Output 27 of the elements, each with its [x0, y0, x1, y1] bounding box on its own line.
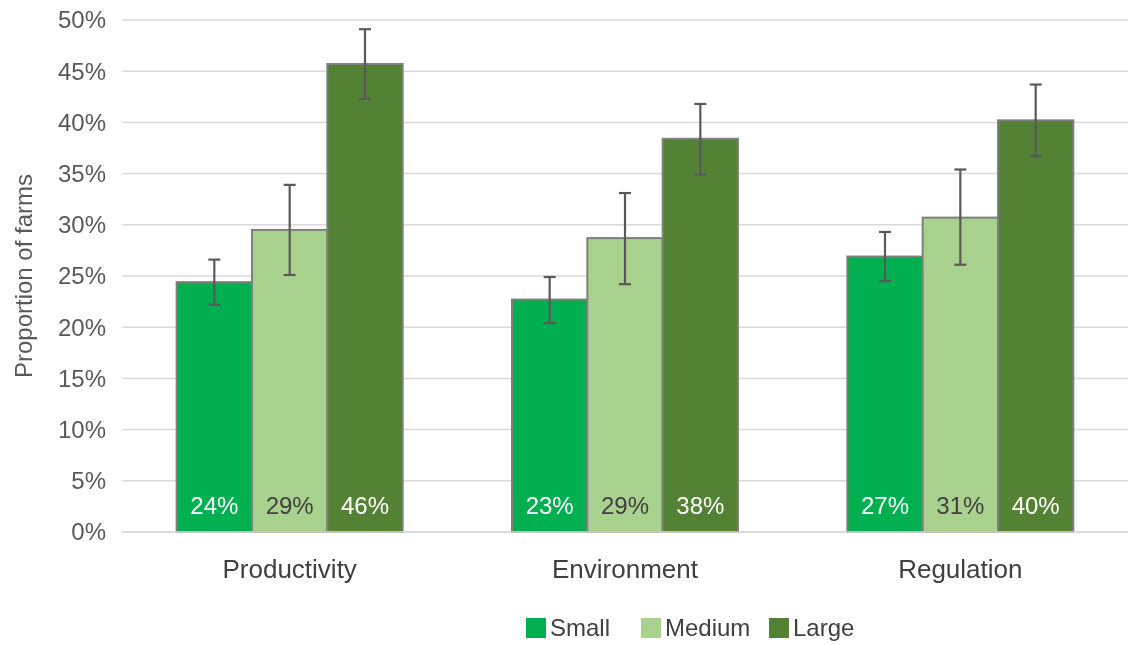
y-tick-label: 35%	[57, 160, 106, 187]
y-tick-label: 0%	[71, 518, 106, 546]
y-tick-label: 45%	[57, 57, 106, 85]
y-tick-label: 40%	[57, 108, 106, 136]
legend-label: Medium	[665, 614, 751, 642]
data-label: 31%	[936, 492, 985, 519]
data-label: 38%	[676, 492, 725, 519]
y-tick-label: 20%	[57, 313, 106, 341]
data-label: 27%	[860, 492, 910, 519]
data-label: 23%	[525, 492, 574, 519]
data-label: 24%	[190, 492, 239, 519]
x-tick-label: Regulation	[898, 554, 1023, 584]
y-tick-label: 15%	[57, 364, 106, 392]
data-label: 46%	[340, 492, 390, 519]
x-tick-label: Productivity	[222, 554, 357, 584]
y-tick-label: 5%	[71, 467, 106, 495]
y-axis-title: Proportion of farms	[10, 173, 37, 379]
y-tick-label: 30%	[57, 211, 106, 239]
legend-label: Small	[550, 614, 611, 642]
data-label: 29%	[265, 492, 314, 519]
x-tick-label: Environment	[552, 554, 699, 584]
y-tick-label: 10%	[57, 416, 106, 443]
data-label: 40%	[1011, 492, 1060, 519]
data-label: 29%	[600, 492, 650, 519]
legend-label: Large	[793, 614, 855, 642]
y-tick-label: 50%	[57, 6, 106, 34]
y-tick-label: 25%	[57, 262, 106, 290]
